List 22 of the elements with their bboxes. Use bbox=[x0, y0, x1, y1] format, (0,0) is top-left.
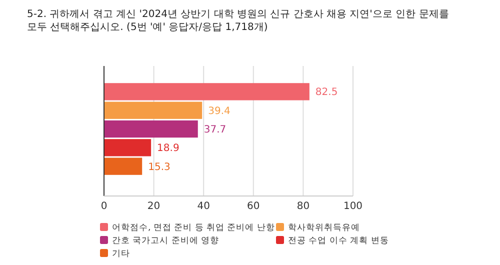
data-label: 82.5 bbox=[315, 87, 338, 98]
legend-label: 학사학위취득유예 bbox=[288, 222, 360, 233]
legend-label: 어학점수, 면접 준비 등 취업 준비에 난항 bbox=[112, 222, 275, 233]
x-tick-label: 80 bbox=[296, 201, 310, 212]
legend-label: 전공 수업 이수 계획 변동 bbox=[288, 236, 389, 246]
bar bbox=[104, 158, 142, 175]
x-tick-label: 60 bbox=[247, 201, 260, 212]
x-tick-label: 40 bbox=[197, 201, 210, 212]
data-label: 15.3 bbox=[148, 162, 170, 173]
bar bbox=[104, 139, 152, 156]
legend-label: 간호 국가고시 준비에 영향 bbox=[112, 236, 220, 246]
chart-title: 5-2. 귀하께서 겪고 계신 '2024년 상반기 대학 병원의 신규 간호사 채용 지연'으로 인한 문제를 모두 선택해주십시오. (5번 '예' 응답자/응답 1,718개) bbox=[27, 9, 449, 33]
bar bbox=[104, 102, 202, 119]
x-tick-label: 100 bbox=[343, 201, 363, 212]
data-label: 39.4 bbox=[208, 106, 230, 117]
bar bbox=[104, 83, 310, 100]
data-label: 37.7 bbox=[204, 124, 226, 136]
data-label: 18.9 bbox=[157, 143, 180, 154]
legend-label: 기타 bbox=[112, 248, 130, 259]
x-tick-label: 0 bbox=[100, 201, 108, 212]
bar bbox=[104, 120, 198, 138]
x-tick-label: 20 bbox=[147, 201, 160, 212]
